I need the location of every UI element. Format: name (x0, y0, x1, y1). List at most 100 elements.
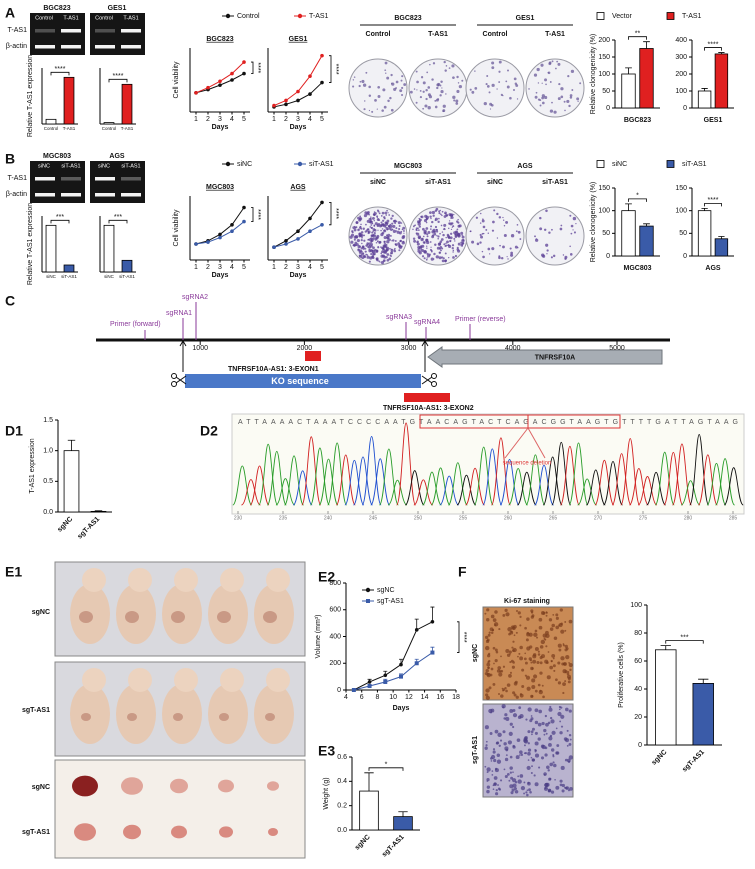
colony-dot (449, 240, 452, 243)
colony-dot (403, 83, 407, 86)
cell (553, 669, 556, 672)
gel-band (61, 45, 81, 49)
colony-well (525, 58, 585, 118)
colony-dot (390, 73, 393, 77)
cell (488, 686, 492, 690)
cell (487, 666, 490, 670)
cell (519, 750, 523, 754)
tumor-sample (74, 823, 96, 841)
colony-dot (383, 105, 387, 109)
colony-dot (375, 257, 379, 260)
cell (490, 614, 495, 619)
cell (515, 755, 520, 760)
x-tick-label: siNC (46, 274, 56, 279)
colony-dot (543, 228, 547, 232)
cell (530, 756, 533, 759)
gel-band (121, 29, 141, 33)
colony-dot (509, 247, 512, 250)
colony-dot (368, 249, 372, 253)
cell (539, 645, 544, 649)
point (284, 239, 288, 243)
colony-dot (448, 220, 451, 222)
colony-dot (474, 86, 478, 90)
y-tick-label: 1.0 (43, 448, 53, 455)
y-tick-label: 200 (598, 37, 610, 44)
colony-dot (357, 216, 360, 220)
colony-dot (461, 235, 465, 239)
colony-dot (420, 237, 424, 242)
colony-dot (570, 232, 573, 235)
cell (550, 790, 555, 794)
cell (541, 744, 546, 750)
colony-dot (420, 215, 424, 219)
cell (559, 720, 562, 723)
colony-dot (505, 80, 508, 83)
colony-dot (361, 256, 365, 260)
colony-dot (447, 236, 451, 239)
colony-dot (366, 242, 369, 245)
cell (545, 722, 549, 727)
colony-dot (419, 218, 422, 222)
colony-dot (397, 221, 401, 225)
point (284, 242, 288, 246)
colony-dot (353, 238, 356, 241)
colony-dot (402, 234, 406, 238)
bar (639, 48, 654, 109)
tumor (265, 713, 275, 721)
colony-dot (426, 240, 430, 245)
colony-dot (420, 76, 424, 79)
tumor (173, 713, 183, 721)
cell (523, 657, 527, 661)
cell (512, 713, 518, 718)
exon2-label: TNFRSF10A-AS1: 3-EXON2 (383, 405, 474, 412)
cell (520, 785, 526, 791)
cell (537, 650, 540, 653)
cell (548, 736, 553, 741)
colony-dot (434, 105, 438, 109)
colony-dot (429, 228, 432, 230)
gel-header: AGS (109, 153, 125, 160)
colony-dot (514, 245, 518, 249)
colony-dot (569, 253, 573, 256)
point (367, 680, 372, 684)
colony-dot (535, 91, 538, 94)
cell (527, 730, 531, 734)
colony-dot (481, 250, 484, 253)
colony-dot (440, 80, 443, 83)
x-tick-label: 3 (218, 264, 222, 271)
colony-dot (548, 231, 551, 234)
colony-dot (457, 221, 460, 224)
cell (529, 790, 532, 794)
colony-dot (377, 246, 379, 248)
cell (549, 705, 552, 709)
colony-dot (360, 223, 362, 226)
colony-dot (441, 214, 443, 217)
colony-dot (431, 78, 434, 81)
colony-dot (536, 67, 540, 72)
colony-dot (435, 255, 439, 259)
point (320, 223, 324, 227)
colony-dot (452, 251, 454, 253)
colony-dot (376, 108, 378, 110)
cell (508, 779, 511, 782)
legend-swatch (666, 160, 675, 168)
point (242, 71, 246, 76)
cell (503, 717, 506, 720)
y-axis-label: Relative T-AS1 expression (27, 55, 34, 137)
y-tick-label: 0.0 (337, 827, 347, 834)
colony-dot (368, 244, 371, 247)
colony-dot (427, 106, 431, 110)
cell (534, 741, 539, 746)
colony-dot (392, 239, 395, 242)
cell (505, 612, 510, 617)
trace-tick-label: 255 (459, 515, 468, 521)
cell (513, 681, 518, 686)
cell (484, 612, 487, 615)
colony-dot (498, 216, 502, 219)
cell (488, 631, 491, 634)
trace-peak (335, 454, 356, 506)
colony-dot (487, 232, 490, 234)
cell (530, 666, 534, 671)
cell (552, 657, 555, 660)
colony-dot (454, 240, 456, 242)
